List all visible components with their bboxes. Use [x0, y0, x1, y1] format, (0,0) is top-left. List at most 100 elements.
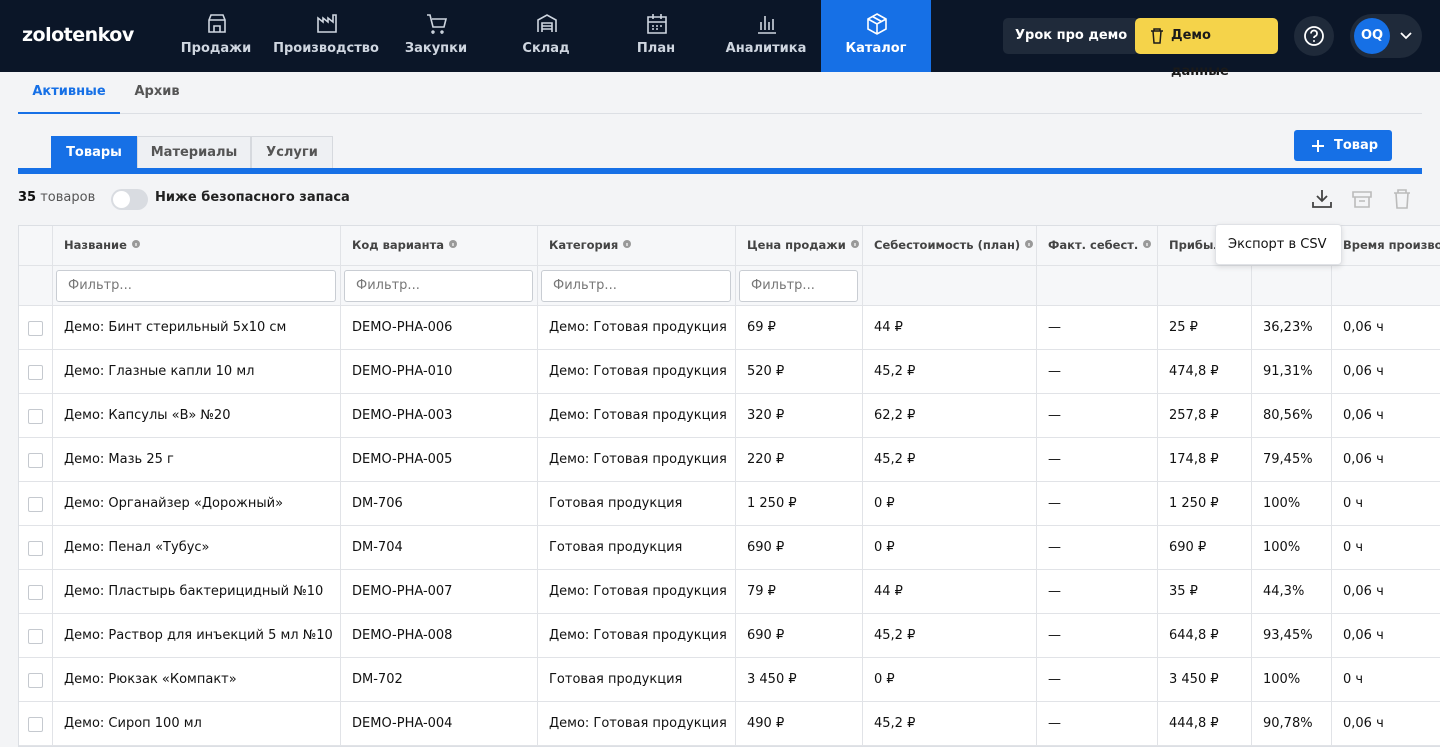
column-border	[340, 226, 341, 746]
cell: —	[1048, 628, 1061, 643]
nav-icon	[537, 14, 557, 32]
archive-icon[interactable]	[1352, 191, 1372, 208]
cell: 644,8 ₽	[1169, 628, 1219, 643]
checkbox[interactable]	[28, 629, 43, 644]
help-button[interactable]	[1294, 16, 1334, 56]
subtab[interactable]: Услуги	[251, 136, 333, 169]
cell: Демо: Готовая продукция	[549, 320, 727, 335]
cell: 0 ч	[1343, 540, 1364, 555]
lesson-button[interactable]: Урок про демо	[1003, 18, 1140, 54]
cell: 0,06 ч	[1343, 716, 1384, 731]
info-icon	[850, 240, 859, 248]
cell: 690 ₽	[747, 540, 785, 555]
nav-label: Каталог	[845, 41, 907, 56]
help-icon	[1304, 26, 1324, 46]
user-menu[interactable]: OQ	[1350, 14, 1422, 58]
column-header[interactable]: Категория	[537, 226, 735, 265]
logo[interactable]: zolotenkov	[22, 24, 134, 46]
cell: 79 ₽	[747, 584, 776, 599]
filter-input[interactable]: Фильтр...	[541, 270, 731, 302]
count-label: товаров	[40, 190, 96, 205]
cell: Демо: Глазные капли 10 мл	[64, 364, 255, 379]
cell: 62,2 ₽	[874, 408, 916, 423]
cell: 0,06 ч	[1343, 320, 1384, 335]
chevron	[1400, 32, 1412, 40]
plus-icon	[1312, 140, 1324, 152]
cell: 91,31%	[1263, 364, 1313, 379]
info-icon	[1143, 240, 1152, 248]
column-border	[1036, 226, 1037, 746]
nav-item[interactable]: Склад	[491, 0, 601, 72]
column-header[interactable]: Прибыль	[1169, 238, 1230, 252]
row-border	[19, 349, 1440, 350]
column-header[interactable]: Код варианта	[340, 226, 537, 265]
checkbox[interactable]	[28, 321, 43, 336]
delete-icon[interactable]	[1394, 189, 1410, 209]
nav-item[interactable]: Каталог	[821, 0, 931, 72]
column-header[interactable]: Себестоимость (план)	[862, 226, 1036, 265]
filter-input[interactable]: Фильтр...	[344, 270, 533, 302]
tab[interactable]: Активные	[18, 73, 120, 114]
filter-input[interactable]: Фильтр...	[56, 270, 336, 302]
nav-item[interactable]: План	[601, 0, 711, 72]
export-icon[interactable]	[1312, 190, 1332, 208]
cell: Демо: Мазь 25 г	[64, 452, 174, 467]
cell: Готовая продукция	[549, 540, 683, 555]
cell: Демо: Готовая продукция	[549, 364, 727, 379]
nav-icon	[867, 13, 887, 35]
cell: 90,78%	[1263, 716, 1313, 731]
cell: 44 ₽	[874, 320, 903, 335]
checkbox[interactable]	[28, 409, 43, 424]
checkbox[interactable]	[28, 365, 43, 380]
cell: 174,8 ₽	[1169, 452, 1219, 467]
column-header[interactable]: Название	[52, 226, 340, 265]
checkbox[interactable]	[28, 497, 43, 512]
column-border	[735, 226, 736, 746]
cell: 25 ₽	[1169, 320, 1198, 335]
cell: 100%	[1263, 496, 1301, 511]
checkbox[interactable]	[28, 673, 43, 688]
checkbox[interactable]	[28, 585, 43, 600]
nav-icon	[427, 14, 448, 34]
nav-icon	[317, 14, 337, 33]
nav-item[interactable]: Закупки	[381, 0, 491, 72]
top-nav: zolotenkov Продажи Производство Закупки Скл…	[0, 0, 1440, 79]
cell: 44,3%	[1263, 584, 1305, 599]
cell: —	[1048, 716, 1061, 731]
tab[interactable]: Архив	[134, 84, 180, 99]
nav-icon	[758, 16, 776, 34]
cell: —	[1048, 584, 1061, 599]
nav-item[interactable]: Производство	[271, 0, 381, 72]
cell: —	[1048, 672, 1061, 687]
cell: Демо: Капсулы «B» №20	[64, 408, 231, 423]
checkbox[interactable]	[28, 717, 43, 732]
nav-item[interactable]: Продажи	[161, 0, 271, 72]
cell: —	[1048, 320, 1061, 335]
cell: 45,2 ₽	[874, 364, 916, 379]
toggle-knob	[113, 191, 130, 208]
info-icon	[449, 240, 458, 248]
add-button[interactable]: Товар	[1294, 130, 1392, 161]
column-header[interactable]: Цена продажи	[735, 226, 862, 265]
column-header[interactable]: Факт. себест.	[1036, 226, 1157, 265]
cell: —	[1048, 452, 1061, 467]
trash-icon	[1151, 28, 1163, 44]
subtab[interactable]: Товары	[51, 136, 137, 169]
toggle[interactable]	[111, 189, 148, 210]
nav-item[interactable]: Аналитика	[711, 0, 821, 72]
cell: 0,06 ч	[1343, 628, 1384, 643]
cell: 44 ₽	[874, 584, 903, 599]
cell: 36,23%	[1263, 320, 1313, 335]
checkbox[interactable]	[28, 541, 43, 556]
column-header[interactable]: Время производства	[1343, 238, 1440, 252]
cell: DEMO-PHA-008	[352, 628, 453, 643]
cell: 0,06 ч	[1343, 452, 1384, 467]
subtab[interactable]: Материалы	[137, 136, 251, 169]
checkbox[interactable]	[28, 453, 43, 468]
demo-button[interactable]: Демо данные	[1135, 18, 1278, 79]
add-label: Товар	[1334, 138, 1379, 153]
filter-input[interactable]: Фильтр...	[739, 270, 858, 302]
cell: DM-702	[352, 672, 403, 687]
cell: 444,8 ₽	[1169, 716, 1219, 731]
